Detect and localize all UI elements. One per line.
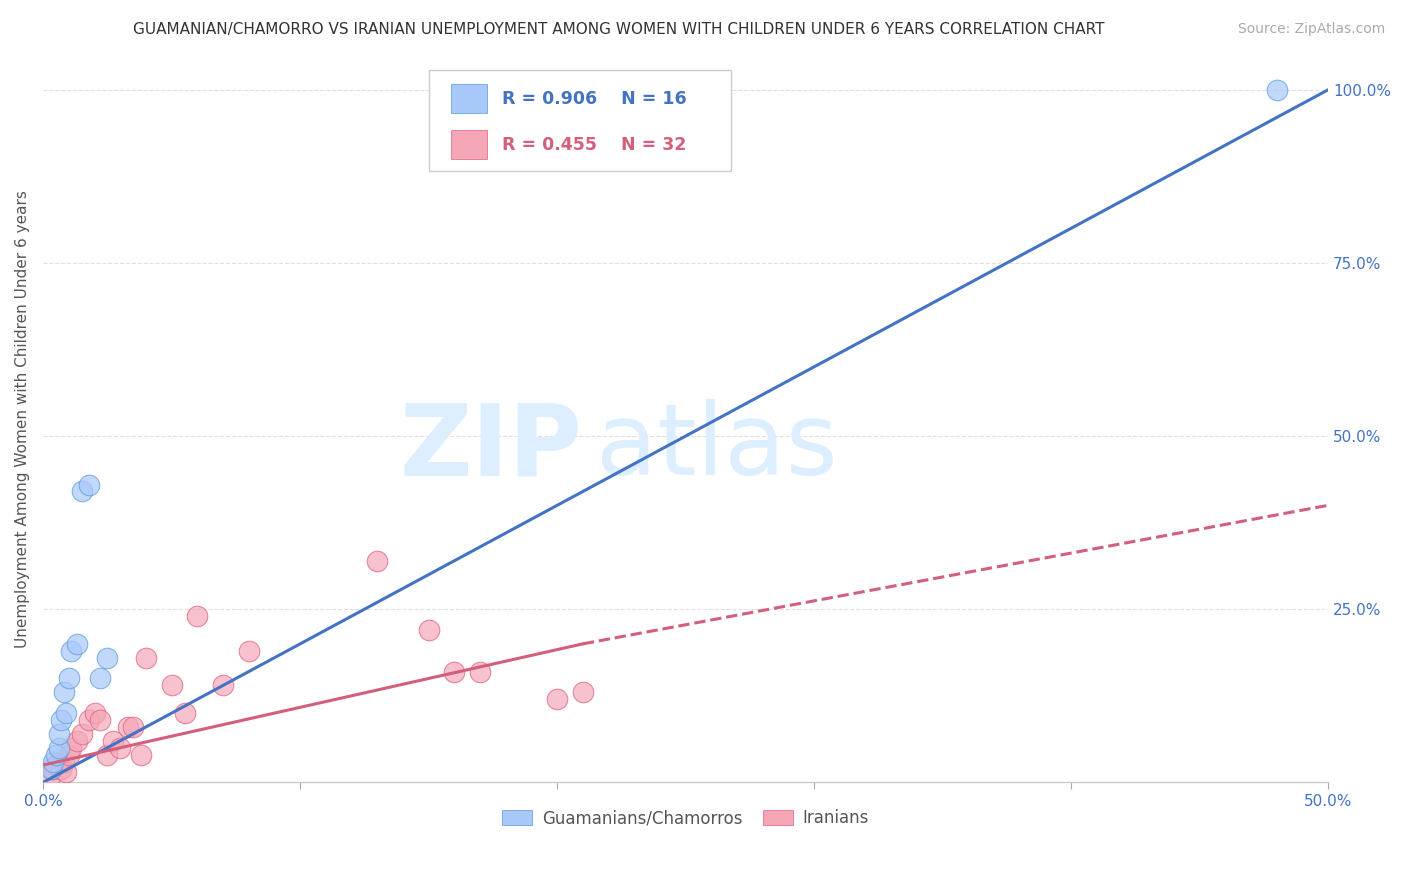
Point — [212, 678, 235, 692]
Text: atlas: atlas — [596, 400, 838, 496]
Point — [366, 554, 388, 568]
Point — [122, 720, 145, 734]
Point — [546, 692, 568, 706]
Point — [65, 637, 87, 651]
Point — [1265, 83, 1288, 97]
Point — [468, 665, 491, 679]
Point — [65, 733, 87, 747]
Point — [160, 678, 183, 692]
Point — [101, 733, 124, 747]
Y-axis label: Unemployment Among Women with Children Under 6 years: Unemployment Among Women with Children U… — [15, 190, 30, 648]
Point — [186, 609, 208, 624]
Point — [39, 768, 62, 782]
Text: R = 0.455    N = 32: R = 0.455 N = 32 — [502, 136, 686, 153]
Point — [55, 764, 77, 779]
Point — [443, 665, 465, 679]
Point — [173, 706, 195, 720]
Point — [96, 747, 118, 762]
Point — [418, 623, 440, 637]
Point — [55, 706, 77, 720]
Point — [70, 484, 93, 499]
Point — [45, 758, 67, 772]
FancyBboxPatch shape — [450, 130, 486, 159]
Point — [51, 713, 73, 727]
Point — [129, 747, 152, 762]
Point — [48, 740, 70, 755]
Point — [96, 650, 118, 665]
Point — [110, 740, 132, 755]
Point — [48, 755, 70, 769]
Point — [572, 685, 595, 699]
Point — [70, 727, 93, 741]
Point — [135, 650, 157, 665]
Point — [42, 762, 65, 776]
Text: Source: ZipAtlas.com: Source: ZipAtlas.com — [1237, 22, 1385, 37]
Point — [45, 747, 67, 762]
Text: ZIP: ZIP — [399, 400, 583, 496]
Point — [51, 762, 73, 776]
Text: GUAMANIAN/CHAMORRO VS IRANIAN UNEMPLOYMENT AMONG WOMEN WITH CHILDREN UNDER 6 YEA: GUAMANIAN/CHAMORRO VS IRANIAN UNEMPLOYME… — [134, 22, 1104, 37]
Point — [60, 644, 83, 658]
Text: R = 0.906    N = 16: R = 0.906 N = 16 — [502, 90, 686, 108]
Point — [58, 747, 80, 762]
Point — [117, 720, 139, 734]
Point — [39, 762, 62, 776]
Legend: Guamanians/Chamorros, Iranians: Guamanians/Chamorros, Iranians — [494, 801, 877, 836]
Point — [42, 755, 65, 769]
Point — [60, 740, 83, 755]
Point — [52, 755, 75, 769]
Point — [48, 727, 70, 741]
FancyBboxPatch shape — [450, 84, 486, 113]
Point — [79, 713, 101, 727]
FancyBboxPatch shape — [429, 70, 731, 171]
Point — [238, 644, 260, 658]
Point — [52, 685, 75, 699]
Point — [89, 713, 111, 727]
Point — [79, 477, 101, 491]
Point — [83, 706, 105, 720]
Point — [89, 672, 111, 686]
Point — [58, 672, 80, 686]
